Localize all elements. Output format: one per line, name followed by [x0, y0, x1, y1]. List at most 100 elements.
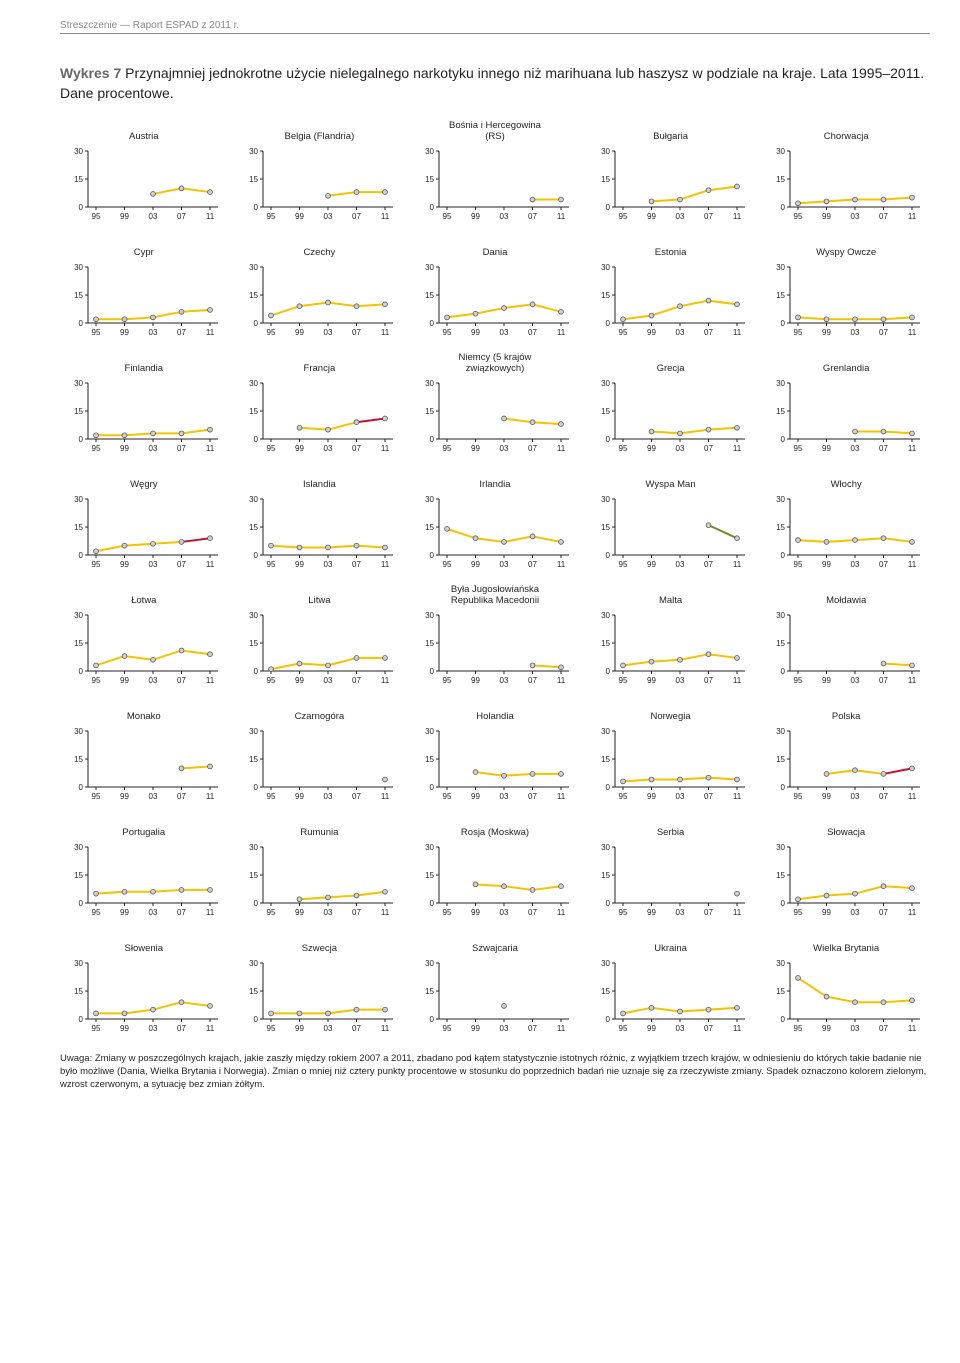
svg-text:95: 95 — [91, 212, 100, 221]
svg-text:03: 03 — [148, 908, 157, 917]
panel-title: Francja — [304, 353, 336, 375]
svg-text:99: 99 — [120, 444, 129, 453]
chart-panel: Francja015309599030711 — [236, 353, 404, 455]
svg-text:15: 15 — [74, 871, 83, 880]
svg-text:95: 95 — [618, 328, 627, 337]
chart-panel: Grenlandia015309599030711 — [762, 353, 930, 455]
svg-text:99: 99 — [295, 444, 304, 453]
svg-text:11: 11 — [732, 676, 741, 685]
svg-text:15: 15 — [425, 987, 434, 996]
svg-text:95: 95 — [91, 1024, 100, 1033]
chart-panel: Bośnia i Hercegowina(RS)015309599030711 — [411, 121, 579, 223]
chart-panel: Czarnogóra015309599030711 — [236, 701, 404, 803]
svg-text:03: 03 — [324, 560, 333, 569]
svg-text:03: 03 — [148, 328, 157, 337]
svg-text:0: 0 — [430, 319, 435, 328]
panel-title: Mołdawia — [826, 585, 866, 607]
svg-text:11: 11 — [557, 444, 566, 453]
figure-title-text: Przynajmniej jednokrotne użycie nielegal… — [60, 65, 924, 101]
mini-chart: 015309599030711 — [415, 725, 575, 803]
svg-text:03: 03 — [675, 1024, 684, 1033]
chart-panel: Słowacja015309599030711 — [762, 817, 930, 919]
panel-title: Wyspa Man — [646, 469, 696, 491]
svg-text:0: 0 — [430, 783, 435, 792]
svg-text:30: 30 — [601, 611, 610, 620]
svg-text:0: 0 — [78, 551, 83, 560]
mini-chart: 015309599030711 — [64, 493, 224, 571]
chart-panel: Dania015309599030711 — [411, 237, 579, 339]
svg-text:15: 15 — [601, 871, 610, 880]
svg-text:15: 15 — [601, 755, 610, 764]
svg-text:15: 15 — [249, 175, 258, 184]
svg-text:99: 99 — [822, 908, 831, 917]
svg-text:11: 11 — [732, 444, 741, 453]
svg-text:11: 11 — [908, 444, 917, 453]
panel-title: Słowenia — [125, 933, 164, 955]
svg-text:15: 15 — [776, 987, 785, 996]
svg-text:15: 15 — [74, 175, 83, 184]
mini-chart: 015309599030711 — [591, 145, 751, 223]
svg-text:95: 95 — [267, 328, 276, 337]
svg-text:30: 30 — [249, 611, 258, 620]
svg-text:0: 0 — [605, 551, 610, 560]
svg-text:03: 03 — [148, 676, 157, 685]
svg-text:03: 03 — [324, 676, 333, 685]
panel-title: Węgry — [130, 469, 157, 491]
svg-text:95: 95 — [443, 908, 452, 917]
svg-text:15: 15 — [601, 523, 610, 532]
svg-text:07: 07 — [879, 1024, 888, 1033]
svg-text:03: 03 — [851, 676, 860, 685]
svg-text:99: 99 — [120, 676, 129, 685]
svg-text:15: 15 — [776, 871, 785, 880]
mini-chart: 015309599030711 — [766, 725, 926, 803]
svg-text:07: 07 — [704, 212, 713, 221]
svg-text:95: 95 — [91, 908, 100, 917]
svg-text:95: 95 — [618, 560, 627, 569]
page-header: Streszczenie — Raport ESPAD z 2011 r. — [60, 20, 930, 34]
svg-text:0: 0 — [254, 1015, 259, 1024]
chart-panel: Chorwacja015309599030711 — [762, 121, 930, 223]
panel-title: Szwecja — [302, 933, 337, 955]
mini-chart: 015309599030711 — [239, 609, 399, 687]
chart-panel: Mołdawia015309599030711 — [762, 585, 930, 687]
svg-text:11: 11 — [908, 908, 917, 917]
svg-text:0: 0 — [254, 203, 259, 212]
svg-text:95: 95 — [794, 444, 803, 453]
chart-row: Cypr015309599030711Czechy015309599030711… — [60, 237, 930, 339]
svg-text:99: 99 — [120, 212, 129, 221]
mini-chart: 015309599030711 — [591, 609, 751, 687]
svg-text:07: 07 — [177, 328, 186, 337]
svg-text:07: 07 — [352, 560, 361, 569]
figure-title: Wykres 7 Przynajmniej jednokrotne użycie… — [60, 64, 930, 103]
chart-panel: Finlandia015309599030711 — [60, 353, 228, 455]
svg-text:07: 07 — [352, 792, 361, 801]
chart-panel: Serbia015309599030711 — [587, 817, 755, 919]
svg-text:11: 11 — [206, 908, 215, 917]
svg-text:03: 03 — [675, 908, 684, 917]
svg-text:0: 0 — [781, 551, 786, 560]
mini-chart: 015309599030711 — [415, 145, 575, 223]
note-label: Uwaga: — [60, 1053, 92, 1064]
svg-text:30: 30 — [601, 379, 610, 388]
svg-text:03: 03 — [324, 212, 333, 221]
svg-text:07: 07 — [177, 792, 186, 801]
svg-text:95: 95 — [267, 1024, 276, 1033]
svg-text:95: 95 — [91, 676, 100, 685]
svg-text:30: 30 — [425, 495, 434, 504]
svg-text:95: 95 — [618, 908, 627, 917]
mini-chart: 015309599030711 — [766, 957, 926, 1035]
svg-text:11: 11 — [381, 1024, 390, 1033]
chart-panel: Bułgaria015309599030711 — [587, 121, 755, 223]
svg-text:99: 99 — [295, 908, 304, 917]
chart-row: Portugalia015309599030711Rumunia01530959… — [60, 817, 930, 919]
svg-text:11: 11 — [206, 212, 215, 221]
svg-text:99: 99 — [822, 560, 831, 569]
svg-text:15: 15 — [776, 407, 785, 416]
svg-text:11: 11 — [732, 1024, 741, 1033]
svg-text:11: 11 — [206, 792, 215, 801]
panel-title: Włochy — [831, 469, 862, 491]
svg-text:30: 30 — [74, 495, 83, 504]
svg-text:95: 95 — [443, 676, 452, 685]
panel-title: Malta — [659, 585, 682, 607]
chart-panel: Niemcy (5 krajówzwiązkowych)015309599030… — [411, 353, 579, 455]
